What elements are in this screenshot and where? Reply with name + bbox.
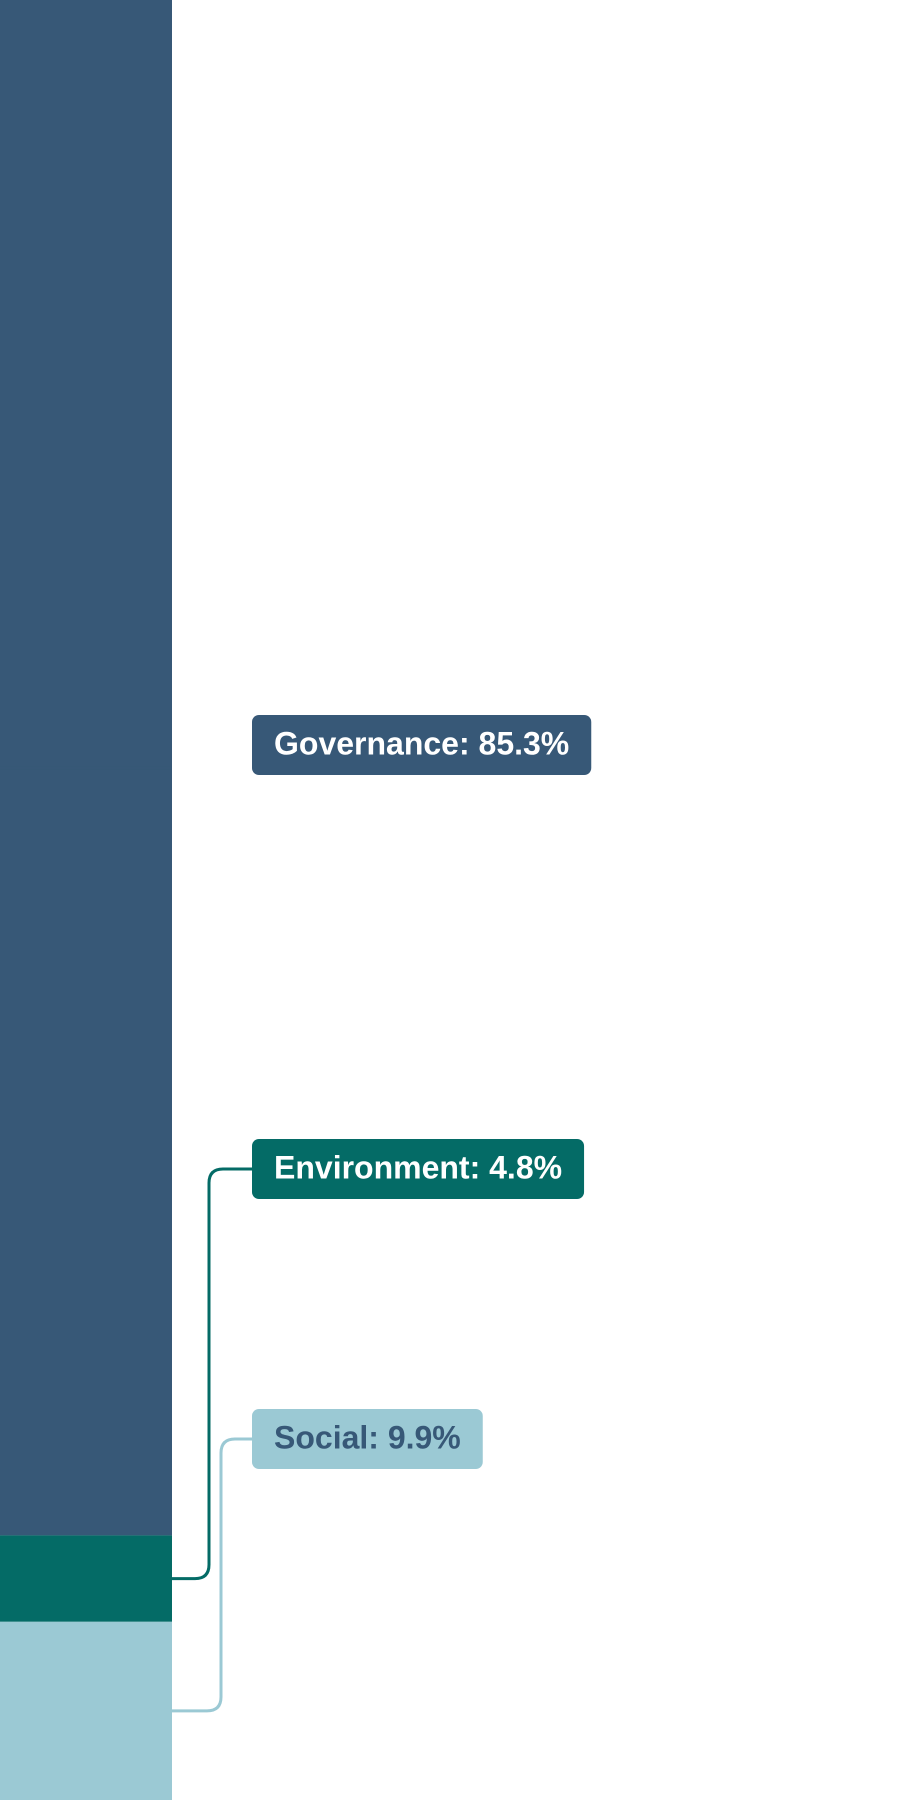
label-text-governance: Governance: 85.3%: [274, 725, 569, 761]
label-environment: Environment: 4.8%: [252, 1139, 585, 1199]
segment-labels: Governance: 85.3% Environment: 4.8% Social…: [252, 715, 592, 1469]
label-text-environment: Environment: 4.8%: [274, 1149, 562, 1185]
label-box-governance: [252, 715, 592, 775]
label-box-social: [252, 1409, 483, 1469]
connector-social: [172, 1437, 252, 1713]
label-text-social: Social: 9.9%: [274, 1419, 461, 1455]
bar-segment-social: [0, 1621, 172, 1800]
label-social: Social: 9.9%: [252, 1409, 483, 1469]
label-box-environment: [252, 1139, 585, 1199]
bar-segment-environment: [0, 1535, 172, 1622]
connector-environment: [172, 1167, 252, 1581]
label-governance: Governance: 85.3%: [252, 715, 592, 775]
bar-segments: [0, 0, 172, 1800]
label-connectors: [0, 766, 252, 1713]
